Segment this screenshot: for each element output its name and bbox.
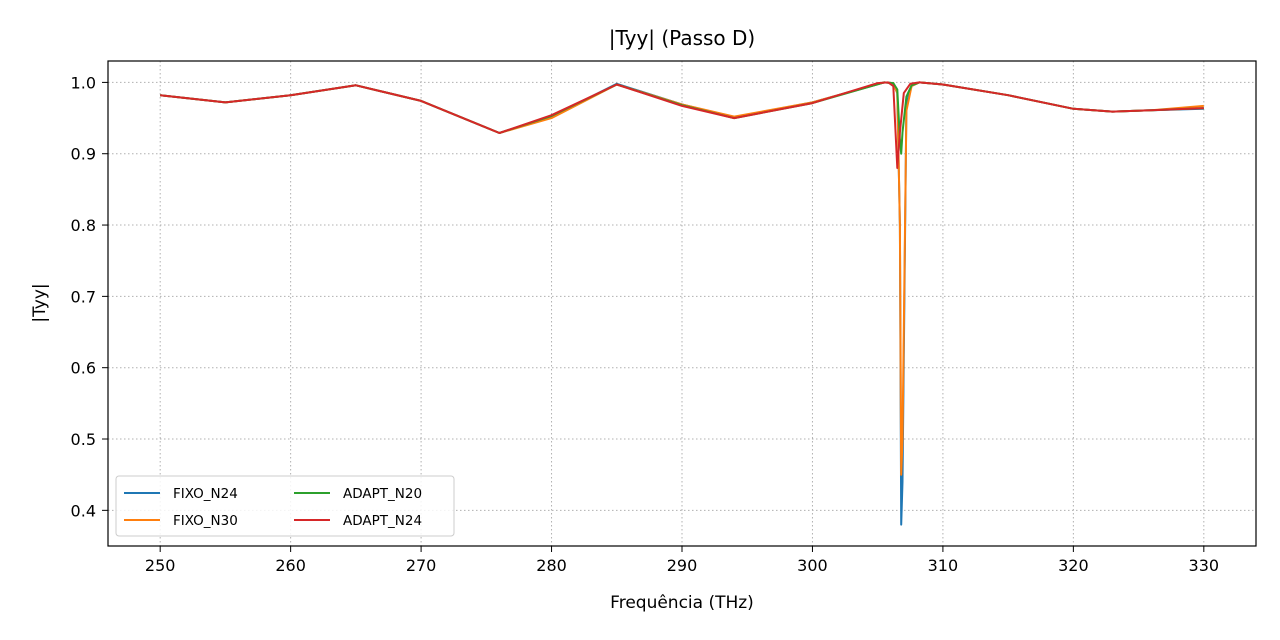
legend-label: FIXO_N24: [173, 486, 238, 502]
plot-series: [160, 81, 1204, 526]
x-tick-label: 320: [1058, 556, 1089, 575]
legend-label: FIXO_N30: [173, 513, 238, 529]
x-axis-label: Frequência (THz): [610, 593, 754, 613]
y-axis-ticks: 0.4 0.5 0.6 0.7 0.8 0.9 1.0: [71, 73, 108, 520]
series-line-adapt-n24: [160, 81, 1204, 169]
y-tick-label: 0.8: [71, 216, 96, 235]
y-tick-label: 0.6: [71, 359, 96, 378]
y-tick-label: 0.9: [71, 145, 96, 164]
y-axis-label: |Tyy|: [30, 283, 50, 322]
x-tick-label: 280: [536, 556, 567, 575]
legend-box: [115, 475, 455, 537]
x-tick-label: 250: [145, 556, 176, 575]
x-axis-ticks: 250 260 270 280 290 300 310 320 330: [145, 546, 1219, 575]
x-tick-label: 300: [797, 556, 828, 575]
y-tick-label: 0.7: [71, 287, 96, 306]
x-tick-label: 270: [406, 556, 437, 575]
legend-label: ADAPT_N20: [343, 486, 422, 502]
y-tick-label: 1.0: [71, 73, 96, 92]
y-tick-label: 0.4: [71, 501, 96, 520]
x-tick-label: 310: [928, 556, 959, 575]
grid: [108, 61, 1256, 546]
x-tick-label: 330: [1189, 556, 1220, 575]
legend-label: ADAPT_N24: [343, 513, 422, 529]
chart-title: |Tyy| (Passo D): [609, 26, 755, 50]
y-tick-label: 0.5: [71, 430, 96, 449]
legend: FIXO_N24 FIXO_N30 ADAPT_N20 ADAPT_N24: [115, 475, 455, 537]
x-tick-label: 290: [667, 556, 698, 575]
x-tick-label: 260: [275, 556, 306, 575]
